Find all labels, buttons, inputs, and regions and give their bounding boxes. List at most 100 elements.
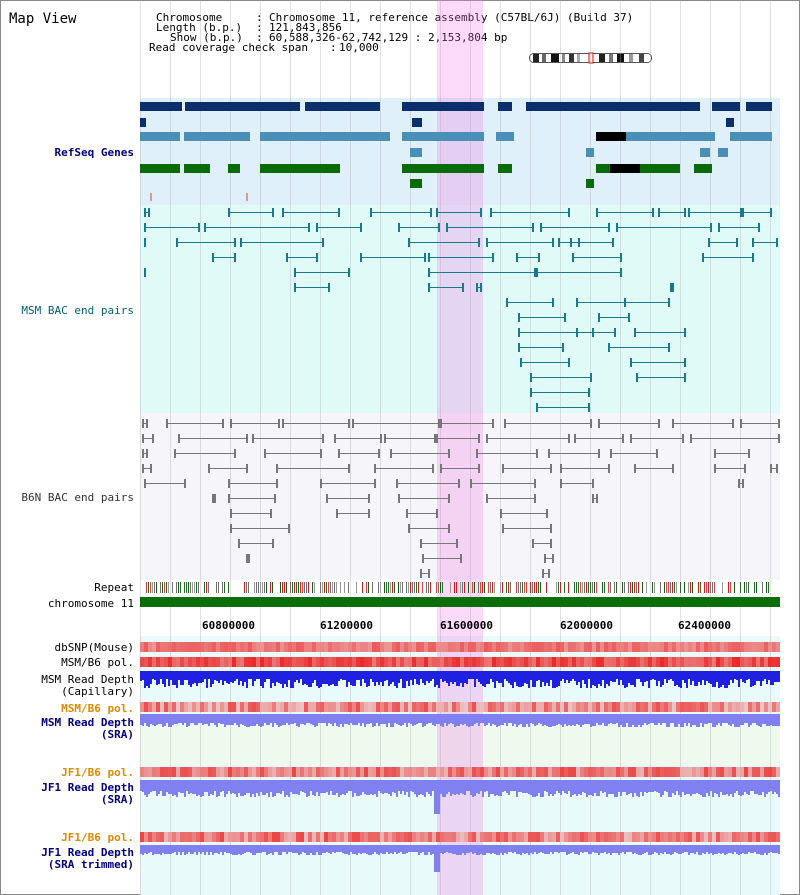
depth-bar <box>272 780 274 797</box>
jf1-depth-sra[interactable] <box>140 780 780 816</box>
heat-cell <box>364 702 368 712</box>
depth-bar <box>640 845 642 855</box>
repeat-mark <box>164 582 165 593</box>
heat-cell <box>688 642 692 652</box>
depth-bar <box>438 671 440 688</box>
heat-cell <box>512 642 516 652</box>
depth-bar <box>542 671 544 682</box>
repeat-track[interactable] <box>146 582 780 593</box>
heat-cell <box>272 702 276 712</box>
heat-cell <box>580 767 584 777</box>
depth-bar <box>668 780 670 797</box>
depth-bar <box>694 671 696 686</box>
track-label-refseq[interactable]: RefSeq Genes <box>54 146 134 159</box>
depth-bar <box>394 714 396 723</box>
heat-cell <box>456 767 460 777</box>
heat-cell <box>504 832 508 842</box>
track-label-dbsnp[interactable]: dbSNP(Mouse) <box>54 641 134 654</box>
msm-bac-pair <box>294 272 350 273</box>
track-label-msm-depth-cap-1[interactable]: MSM Read Depth <box>41 673 134 686</box>
b6n-bac-end <box>502 464 504 473</box>
heat-cell <box>492 642 496 652</box>
depth-bar <box>748 671 750 679</box>
depth-bar <box>492 714 494 724</box>
heat-cell <box>152 702 156 712</box>
heat-cell <box>524 702 528 712</box>
track-label-jf1-depth-trim-1[interactable]: JF1 Read Depth <box>41 846 134 859</box>
chromosome-bar[interactable] <box>140 597 780 607</box>
b6n-bac-end <box>478 464 480 473</box>
depth-bar <box>502 845 504 855</box>
depth-bar <box>624 671 626 688</box>
heat-cell <box>628 767 632 777</box>
chromosome-ideogram[interactable] <box>529 52 653 64</box>
repeat-mark <box>584 582 585 593</box>
jf1-depth-sra-trimmed[interactable] <box>140 845 780 872</box>
track-label-jf1-pol[interactable]: JF1/B6 pol. <box>61 766 134 779</box>
depth-bar <box>562 714 564 727</box>
track-label-msm-b6-pol-2[interactable]: MSM/B6 pol. <box>61 702 134 715</box>
depth-bar <box>402 714 404 725</box>
track-label-msm-bac[interactable]: MSM BAC end pairs <box>21 304 134 317</box>
depth-bar <box>498 714 500 726</box>
depth-bar <box>480 714 482 723</box>
heat-cell <box>304 767 308 777</box>
depth-bar <box>168 714 170 727</box>
heat-cell <box>252 702 256 712</box>
genome-plot-area[interactable]: 60800000 61200000 61600000 62000000 6240… <box>140 0 780 895</box>
b6n-bac-end <box>422 554 424 563</box>
depth-bar <box>512 780 514 791</box>
track-label-jf1-depth-sra-1[interactable]: JF1 Read Depth <box>41 781 134 794</box>
depth-bar <box>332 714 334 726</box>
heat-cell <box>272 642 276 652</box>
msm-bac-end <box>658 208 660 217</box>
track-label-jf1-pol-2[interactable]: JF1/B6 pol. <box>61 831 134 844</box>
msm-depth-capillary[interactable] <box>140 671 780 697</box>
b6n-bac-pair <box>440 468 480 469</box>
depth-bar <box>372 845 374 854</box>
track-label-b6n-bac[interactable]: B6N BAC end pairs <box>21 491 134 504</box>
depth-bar <box>720 671 722 687</box>
heat-cell <box>344 832 348 842</box>
heat-cell <box>472 767 476 777</box>
depth-bar <box>760 845 762 855</box>
depth-bar <box>648 671 650 688</box>
repeat-mark <box>556 582 557 593</box>
depth-bar <box>740 714 742 725</box>
depth-bar <box>556 671 558 687</box>
depth-bar <box>280 780 282 794</box>
depth-bar <box>400 780 402 794</box>
track-label-repeat[interactable]: Repeat <box>94 581 134 594</box>
jf1-pol-heatmap[interactable] <box>140 767 780 777</box>
heat-cell <box>364 657 368 667</box>
heat-cell <box>352 767 356 777</box>
heat-cell <box>512 832 516 842</box>
msm-depth-sra[interactable] <box>140 714 780 734</box>
depth-bar <box>300 671 302 679</box>
grid-line <box>530 0 531 895</box>
depth-bar <box>730 714 732 726</box>
repeat-mark <box>594 582 595 593</box>
track-label-msm-depth-sra-1[interactable]: MSM Read Depth <box>41 716 134 729</box>
heat-cell <box>176 702 180 712</box>
depth-bar <box>692 845 694 853</box>
depth-bar <box>506 845 508 854</box>
repeat-mark <box>490 582 491 593</box>
dbsnp-heatmap[interactable] <box>140 642 780 652</box>
heat-cell <box>764 702 768 712</box>
depth-bar <box>600 780 602 791</box>
depth-bar <box>602 780 604 793</box>
msm-b6-pol-heatmap[interactable] <box>140 657 780 667</box>
heat-cell <box>776 767 780 777</box>
depth-bar <box>640 671 642 682</box>
grid-line <box>440 0 441 895</box>
heat-cell <box>468 657 472 667</box>
msm-b6-pol2-heatmap[interactable] <box>140 702 780 712</box>
depth-bar <box>466 845 468 853</box>
depth-bar <box>736 714 738 727</box>
track-label-msm-b6-pol[interactable]: MSM/B6 pol. <box>61 656 134 669</box>
depth-bar <box>190 671 192 687</box>
heat-cell <box>276 642 280 652</box>
selected-region-highlight[interactable] <box>437 0 483 895</box>
jf1-pol2-heatmap[interactable] <box>140 832 780 842</box>
